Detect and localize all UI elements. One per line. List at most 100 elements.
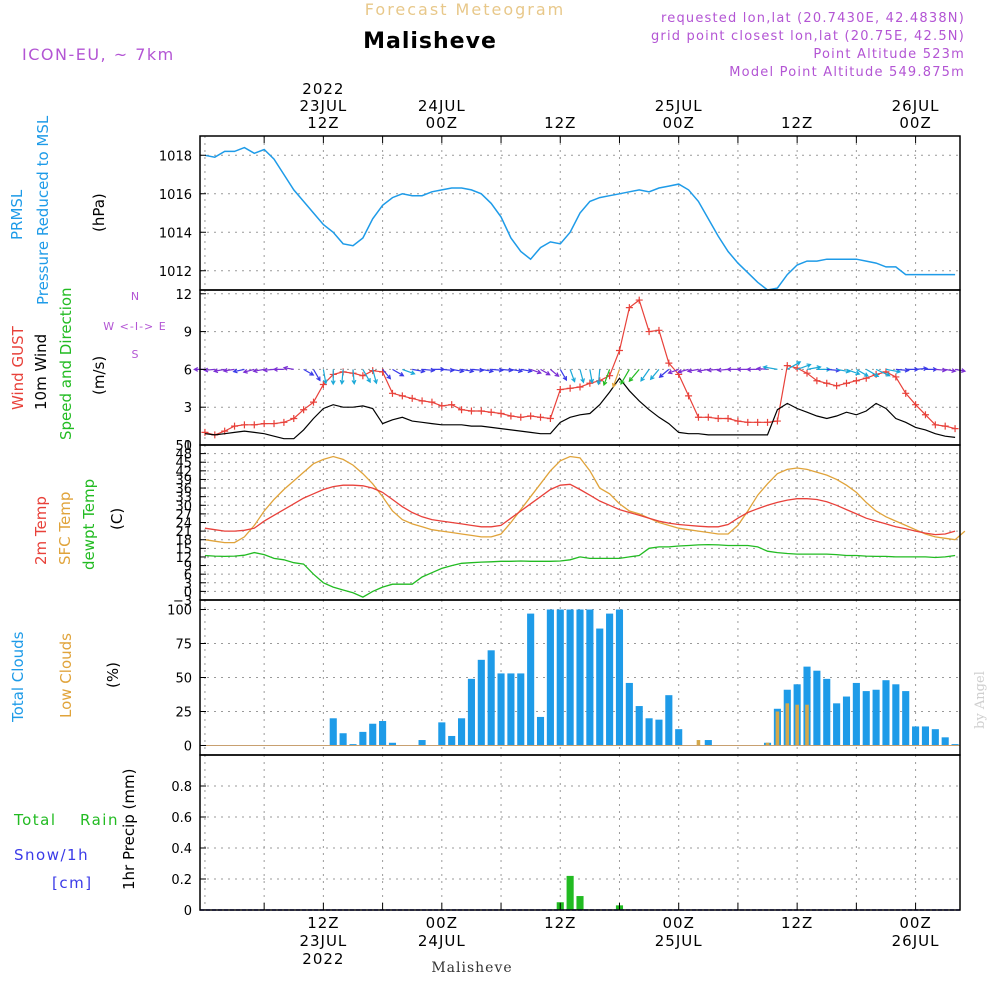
temp-dewpt-label: dewpt Temp [80, 479, 98, 570]
y-tick-labels: 1012101410161018036912−30369121518212427… [159, 149, 206, 919]
gust-marker [941, 422, 949, 430]
panel-frames [199, 135, 961, 911]
wind-direction-arrow [796, 363, 812, 370]
gust-marker [458, 406, 466, 414]
footer-location: Malisheve [431, 960, 512, 976]
credit-watermark: by Angel [973, 671, 988, 729]
gust-marker [231, 422, 239, 430]
total-clouds-bar [448, 735, 456, 746]
total-clouds-bar [536, 716, 545, 746]
total-clouds-bar [527, 613, 535, 746]
temp-unit: (C) [108, 508, 126, 530]
gust-marker [556, 386, 564, 394]
gust-marker [418, 397, 426, 405]
total-clouds-bar [576, 609, 584, 746]
bottom-time-label: 23JUL [299, 932, 347, 950]
bottom-time-label: 12Z [307, 914, 339, 932]
y-tick-label: 21 [175, 525, 192, 540]
wind-direction-arrow [667, 368, 679, 375]
y-tick-label: 3 [184, 401, 192, 416]
gust-marker [448, 401, 456, 409]
gust-marker [517, 413, 525, 421]
y-tick-label: 48 [175, 448, 192, 463]
total-clouds-bar [418, 740, 426, 746]
wind-direction-arrow [677, 368, 689, 374]
y-tick-label: 0 [184, 739, 192, 754]
y-tick-label: 9 [184, 560, 192, 575]
y-tick-label: 0.8 [171, 780, 192, 795]
panel-frame [199, 754, 961, 911]
total-clouds-bar [329, 718, 337, 746]
bottom-time-label: 00Z [426, 914, 458, 932]
location-title: Malisheve [363, 29, 497, 54]
top-time-label: 24JUL [418, 97, 466, 115]
wind-direction-arrow [686, 368, 699, 374]
low-clouds-bar [795, 704, 799, 746]
gust-marker [744, 418, 752, 426]
gust-marker [260, 420, 268, 428]
total-clouds-bar [931, 729, 939, 746]
pressure-line [204, 146, 956, 291]
wind-direction-arrow [212, 368, 225, 374]
pressure-unit: (hPa) [90, 193, 108, 232]
wind-direction-arrow [945, 368, 957, 374]
gust-marker [467, 407, 475, 415]
requested-coords: requested lon,lat (20.7430E, 42.4838N) [661, 11, 965, 26]
gust-marker [951, 425, 959, 433]
wind-direction-arrow [649, 369, 660, 381]
y-tick-label: 15 [175, 542, 192, 557]
gust-marker [912, 401, 920, 409]
total-clouds-bar [339, 733, 347, 746]
wind-direction-arrow [441, 367, 455, 373]
top-time-label: 00Z [899, 114, 931, 132]
wind-direction-arrow [550, 368, 560, 378]
total-clouds-bar [566, 609, 574, 746]
wind-direction-arrow [865, 368, 880, 377]
clouds-axis-labels: Total Clouds Low Clouds (%) [9, 631, 122, 723]
total-clouds-bar [842, 696, 851, 746]
y-tick-label: 33 [175, 491, 192, 506]
rain-label: Rain [80, 811, 119, 829]
total-clouds-bar [665, 695, 673, 746]
bottom-time-label: 00Z [663, 914, 695, 932]
y-tick-label: 6 [184, 568, 192, 583]
y-tick-label: 9 [184, 326, 192, 341]
wind-direction-arrow [716, 367, 729, 373]
gust-marker [694, 413, 702, 421]
gust-marker [764, 418, 772, 426]
gust-marker [714, 415, 722, 423]
total-clouds-bar [556, 609, 564, 746]
y-tick-label: 1016 [159, 188, 192, 203]
gust-marker [240, 421, 248, 429]
low-clouds-bar [805, 704, 809, 746]
gust-marker [704, 413, 712, 421]
wind-direction-arrow [303, 368, 315, 376]
total-clouds-bar [813, 670, 821, 746]
wind-speed-dir-label: Speed and Direction [57, 287, 75, 440]
wind-direction-arrow [362, 369, 371, 384]
total-clouds-bar [872, 689, 880, 746]
wind-direction-arrow [885, 368, 902, 374]
gust-marker [635, 296, 643, 304]
total-clouds-bar [704, 740, 712, 746]
top-time-label: 00Z [663, 114, 695, 132]
top-time-label: 23JUL [299, 97, 347, 115]
total-clouds-bar [625, 682, 633, 746]
total-clouds-bar [833, 703, 841, 746]
gust-marker [408, 394, 416, 402]
low-clouds-bar [775, 711, 780, 746]
low-clouds-bar [765, 742, 770, 746]
bottom-time-label: 12Z [781, 914, 813, 932]
plot-area [193, 146, 967, 911]
top-time-label: 00Z [426, 114, 458, 132]
total-clouds-bar [951, 744, 959, 746]
gust-marker [724, 415, 732, 423]
gust-marker [566, 384, 574, 392]
total-clouds-bar [606, 613, 614, 746]
wind-direction-arrow [706, 367, 719, 373]
wind-direction-arrow [252, 368, 265, 374]
gust-marker [477, 407, 485, 415]
gust-marker [783, 362, 791, 370]
wind-axis-labels: Wind GUST 10m Wind Speed and Direction (… [9, 287, 166, 440]
y-tick-label: 36 [175, 482, 192, 497]
